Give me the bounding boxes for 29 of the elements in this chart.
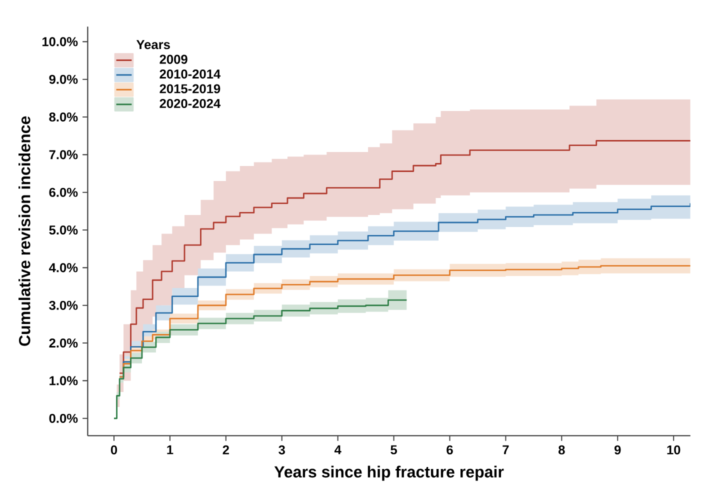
legend-label: 2015-2019 <box>160 84 220 94</box>
legend-label: 2010-2014 <box>160 69 221 79</box>
y-tick-label: 5.0% <box>49 225 78 235</box>
x-tick-label: 9 <box>614 445 621 454</box>
y-tick-label: 8.0% <box>49 112 78 122</box>
y-axis-title: Cumulative revision incidence <box>18 116 30 346</box>
x-tick-label: 5 <box>390 445 398 454</box>
y-tick-label: 0.0% <box>49 414 78 423</box>
x-tick-label: 0 <box>110 445 118 454</box>
y-tick-label: 10.0% <box>42 37 78 46</box>
x-tick-label: 3 <box>278 445 285 454</box>
x-tick-label: 10 <box>667 445 680 454</box>
x-tick-label: 8 <box>558 445 565 454</box>
x-tick-label: 7 <box>502 445 509 454</box>
y-tick-label: 6.0% <box>49 188 78 197</box>
y-tick-label: 9.0% <box>49 74 78 84</box>
x-axis-title: Years since hip fracture repair <box>274 466 504 481</box>
legend-title: Years <box>136 40 170 50</box>
y-tick-label: 3.0% <box>49 300 78 310</box>
y-tick-label: 7.0% <box>49 150 78 160</box>
y-tick-label: 4.0% <box>49 263 78 272</box>
y-tick-label: 2.0% <box>49 338 78 348</box>
legend-label: 2020-2024 <box>160 98 221 108</box>
x-tick-label: 1 <box>167 445 174 454</box>
x-tick-label: 6 <box>446 445 453 454</box>
x-tick-label: 2 <box>222 445 229 454</box>
y-tick-label: 1.0% <box>50 376 78 386</box>
x-tick-label: 4 <box>334 445 342 454</box>
legend-label: 2009 <box>160 54 188 64</box>
